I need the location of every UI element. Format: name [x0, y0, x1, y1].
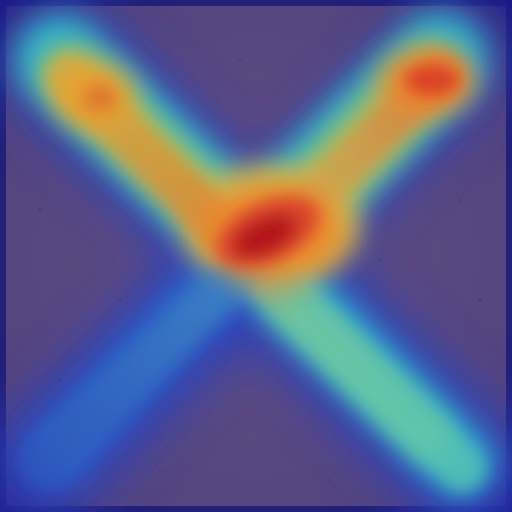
hot-core — [82, 64, 460, 268]
speckle-texture — [38, 58, 482, 482]
